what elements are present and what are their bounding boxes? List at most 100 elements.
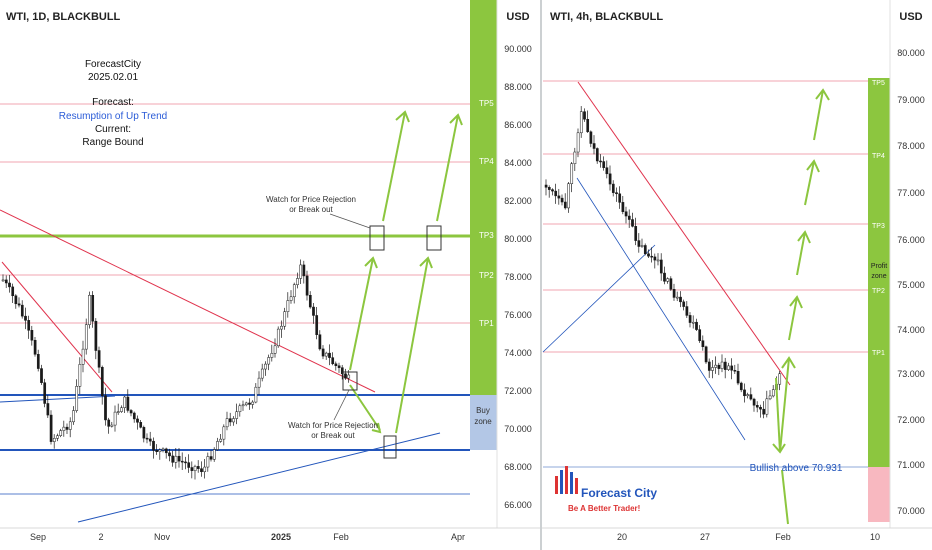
candle-body	[621, 202, 625, 212]
uptrend-line-upper	[0, 395, 116, 403]
r-tp5-label: TP5	[872, 80, 885, 87]
candle-body	[573, 151, 577, 164]
candle-body	[321, 348, 325, 357]
candle-body	[155, 449, 159, 453]
candle-body	[49, 414, 53, 442]
candle-body	[324, 352, 328, 357]
candle-body	[161, 448, 165, 451]
candle-body	[244, 402, 248, 406]
candle-body	[219, 438, 223, 442]
candle-body	[283, 311, 287, 327]
candle-body	[595, 148, 599, 162]
left-x-tick: Sep	[30, 532, 46, 542]
candle-body	[196, 466, 200, 469]
candle-body	[563, 201, 567, 209]
candle-body	[714, 364, 718, 368]
right-currency-label: USD	[899, 11, 922, 23]
r-uptrend-line	[542, 244, 656, 353]
r-channel-line	[576, 177, 746, 441]
right-y-tick: 70.000	[897, 506, 925, 516]
candle-body	[711, 367, 714, 371]
r-arrow-down	[775, 377, 781, 453]
annotation-lower-line2: or Break out	[311, 431, 355, 440]
candle-body	[717, 364, 721, 369]
candle-body	[315, 315, 319, 335]
right-y-tick: 77.000	[897, 188, 925, 198]
candle-body	[139, 422, 143, 428]
info-date: 2025.02.01	[88, 72, 138, 83]
right-x-tick: 20	[617, 532, 627, 542]
candle-body	[312, 306, 315, 316]
candle-body	[193, 466, 197, 471]
right-panel: TP5 TP4 TP3 TP2 TP1 Profit zone Bullish …	[542, 0, 932, 542]
annotation-upper-line2: or Break out	[289, 205, 333, 214]
logo-bar-3	[565, 466, 568, 494]
candle-body	[59, 430, 63, 436]
candle-body	[203, 466, 207, 473]
right-y-tick: 73.000	[897, 369, 925, 379]
left-x-tick: Apr	[451, 532, 465, 542]
left-tp1-label: TP1	[479, 319, 494, 328]
left-y-tick: 80.000	[504, 234, 532, 244]
left-y-tick-labels: 90.000 88.000 86.000 84.000 82.000 80.000 78.0…	[504, 44, 532, 510]
candle-body	[570, 163, 574, 185]
r-profit-bar	[868, 78, 890, 467]
candle-body	[126, 396, 130, 411]
left-y-tick: 74.000	[504, 348, 532, 358]
candle-body	[43, 382, 47, 404]
left-x-tick-labels: Sep 2 Nov 2025 Feb Apr	[30, 532, 465, 542]
candle-body	[771, 389, 775, 397]
candle-body	[168, 452, 171, 457]
candle-body	[762, 408, 766, 415]
candle-body	[276, 328, 280, 347]
candle-body	[299, 264, 303, 279]
candle-body	[778, 373, 782, 385]
r-tp2-label: TP2	[872, 288, 885, 295]
candle-body	[560, 197, 564, 203]
candle-body	[730, 365, 734, 371]
candle-body	[1, 279, 5, 282]
candle-body	[567, 183, 570, 209]
projection-arrow-up-1	[349, 257, 374, 371]
candle-body	[206, 456, 210, 468]
downtrend-line-long	[0, 209, 376, 393]
candle-body	[164, 448, 168, 454]
candle-body	[132, 412, 136, 420]
logo-name: Forecast City	[581, 486, 657, 500]
candle-body	[17, 303, 21, 306]
annotation-pointer-upper	[329, 213, 371, 229]
candle-body	[81, 348, 85, 365]
candle-body	[746, 394, 750, 397]
left-candles	[1, 259, 351, 480]
candle-body	[62, 426, 66, 431]
candle-body	[120, 407, 123, 412]
left-panel: TP5 TP4 TP3 TP2 TP1 Buy zone 90.000 88.00…	[0, 0, 540, 542]
candle-body	[177, 455, 181, 462]
candle-body	[631, 219, 634, 227]
arrowhead-up-1	[364, 256, 378, 269]
candle-body	[759, 406, 762, 410]
candle-body	[212, 449, 216, 460]
right-y-tick: 79.000	[897, 95, 925, 105]
logo-tagline: Be A Better Trader!	[568, 504, 640, 513]
r-arrow-up-4	[804, 160, 815, 206]
candle-body	[331, 357, 335, 365]
right-y-tick: 75.000	[897, 280, 925, 290]
candle-body	[91, 294, 95, 322]
r-pink-zone-bar	[868, 467, 890, 522]
candle-body	[280, 325, 283, 330]
left-x-tick: Nov	[154, 532, 171, 542]
candle-body	[270, 353, 274, 358]
candle-body	[739, 382, 743, 391]
candle-body	[328, 352, 331, 358]
left-y-tick: 82.000	[504, 196, 532, 206]
buy-zone-label-2: zone	[474, 417, 492, 426]
candle-body	[599, 160, 602, 163]
watch-box-upper-2	[426, 225, 442, 251]
candle-body	[238, 405, 242, 413]
candle-body	[52, 438, 56, 442]
candle-body	[615, 192, 618, 195]
candle-body	[107, 419, 111, 427]
